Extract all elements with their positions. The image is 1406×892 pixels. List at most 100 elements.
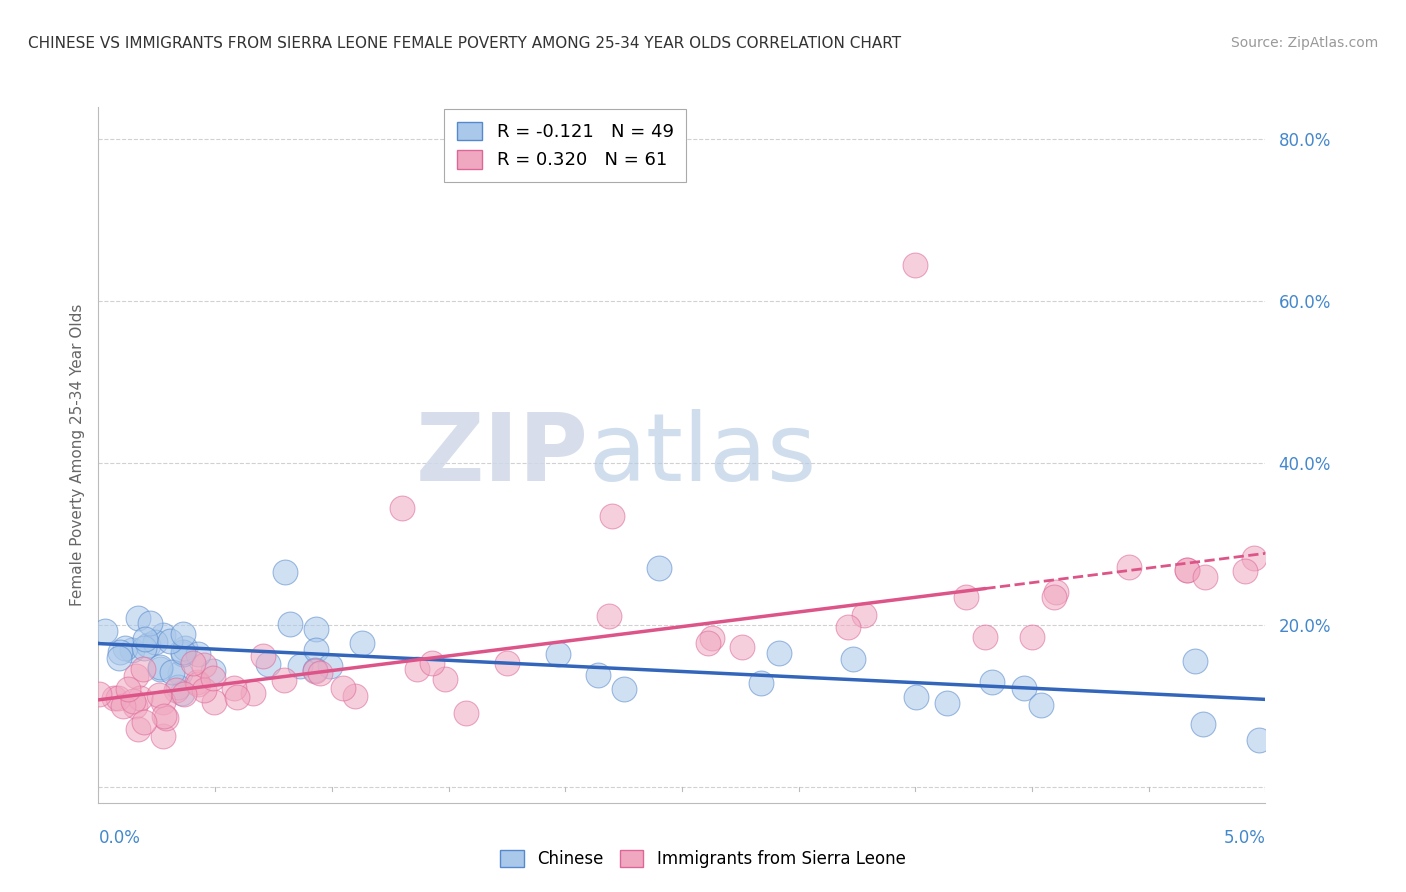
Point — [134, 715, 156, 730]
Point — [162, 665, 184, 679]
Point — [273, 673, 295, 688]
Point — [152, 695, 174, 709]
Point — [1194, 570, 1216, 584]
Point — [454, 706, 477, 720]
Point — [280, 616, 302, 631]
Point — [904, 258, 927, 272]
Point — [124, 699, 146, 714]
Point — [202, 671, 225, 685]
Text: Source: ZipAtlas.com: Source: ZipAtlas.com — [1230, 36, 1378, 50]
Point — [108, 645, 131, 659]
Point — [495, 657, 517, 671]
Legend: R = -0.121   N = 49, R = 0.320   N = 61: R = -0.121 N = 49, R = 0.320 N = 61 — [444, 109, 686, 182]
Point — [974, 630, 997, 644]
Point — [837, 620, 859, 634]
Point — [172, 627, 194, 641]
Point — [547, 647, 569, 661]
Point — [202, 696, 225, 710]
Point — [193, 683, 215, 698]
Point — [288, 658, 311, 673]
Point — [225, 690, 247, 704]
Point — [1021, 630, 1043, 644]
Point — [1118, 559, 1140, 574]
Point — [586, 668, 609, 682]
Point — [155, 711, 177, 725]
Point — [319, 659, 342, 673]
Point — [309, 665, 332, 680]
Point — [731, 640, 754, 655]
Point — [352, 636, 374, 650]
Point — [697, 636, 720, 650]
Point — [149, 659, 172, 673]
Point — [1043, 590, 1066, 604]
Point — [201, 664, 224, 678]
Point — [169, 665, 191, 680]
Point — [187, 677, 209, 691]
Text: atlas: atlas — [589, 409, 817, 501]
Point — [152, 628, 174, 642]
Point — [143, 635, 166, 649]
Point — [1175, 563, 1198, 577]
Point — [647, 561, 669, 575]
Point — [127, 723, 149, 737]
Point — [305, 642, 328, 657]
Text: 0.0%: 0.0% — [98, 829, 141, 847]
Point — [344, 689, 367, 703]
Point — [134, 641, 156, 656]
Point — [193, 658, 215, 673]
Point — [152, 729, 174, 743]
Point — [87, 688, 110, 702]
Point — [187, 648, 209, 662]
Point — [167, 680, 190, 694]
Point — [125, 668, 148, 682]
Text: ZIP: ZIP — [416, 409, 589, 501]
Point — [121, 642, 143, 657]
Point — [107, 691, 129, 706]
Point — [114, 640, 136, 655]
Point — [1029, 698, 1052, 713]
Point — [1305, 616, 1327, 631]
Point — [841, 652, 863, 666]
Point — [173, 641, 195, 656]
Point — [749, 676, 772, 690]
Point — [103, 690, 125, 705]
Point — [138, 616, 160, 631]
Point — [1184, 654, 1206, 668]
Text: 5.0%: 5.0% — [1223, 829, 1265, 847]
Y-axis label: Female Poverty Among 25-34 Year Olds: Female Poverty Among 25-34 Year Olds — [69, 304, 84, 606]
Point — [165, 682, 187, 697]
Point — [128, 690, 150, 705]
Point — [935, 696, 957, 710]
Point — [242, 685, 264, 699]
Point — [433, 672, 456, 686]
Point — [981, 675, 1004, 690]
Point — [702, 632, 724, 646]
Point — [406, 662, 429, 676]
Point — [598, 608, 620, 623]
Point — [117, 681, 139, 696]
Point — [121, 694, 143, 708]
Point — [305, 623, 328, 637]
Text: CHINESE VS IMMIGRANTS FROM SIERRA LEONE FEMALE POVERTY AMONG 25-34 YEAR OLDS COR: CHINESE VS IMMIGRANTS FROM SIERRA LEONE … — [28, 36, 901, 51]
Point — [94, 624, 117, 639]
Point — [1192, 717, 1215, 731]
Point — [172, 686, 194, 700]
Point — [1012, 681, 1035, 696]
Point — [600, 508, 623, 523]
Point — [181, 657, 204, 671]
Point — [148, 688, 170, 702]
Point — [768, 646, 790, 660]
Point — [304, 663, 326, 677]
Point — [332, 681, 354, 696]
Legend: Chinese, Immigrants from Sierra Leone: Chinese, Immigrants from Sierra Leone — [494, 843, 912, 875]
Point — [136, 638, 159, 652]
Point — [613, 681, 636, 696]
Point — [955, 590, 977, 604]
Point — [173, 687, 195, 701]
Point — [134, 632, 156, 646]
Point — [173, 648, 195, 662]
Point — [1247, 732, 1270, 747]
Point — [252, 648, 274, 663]
Point — [1234, 564, 1257, 578]
Point — [159, 633, 181, 648]
